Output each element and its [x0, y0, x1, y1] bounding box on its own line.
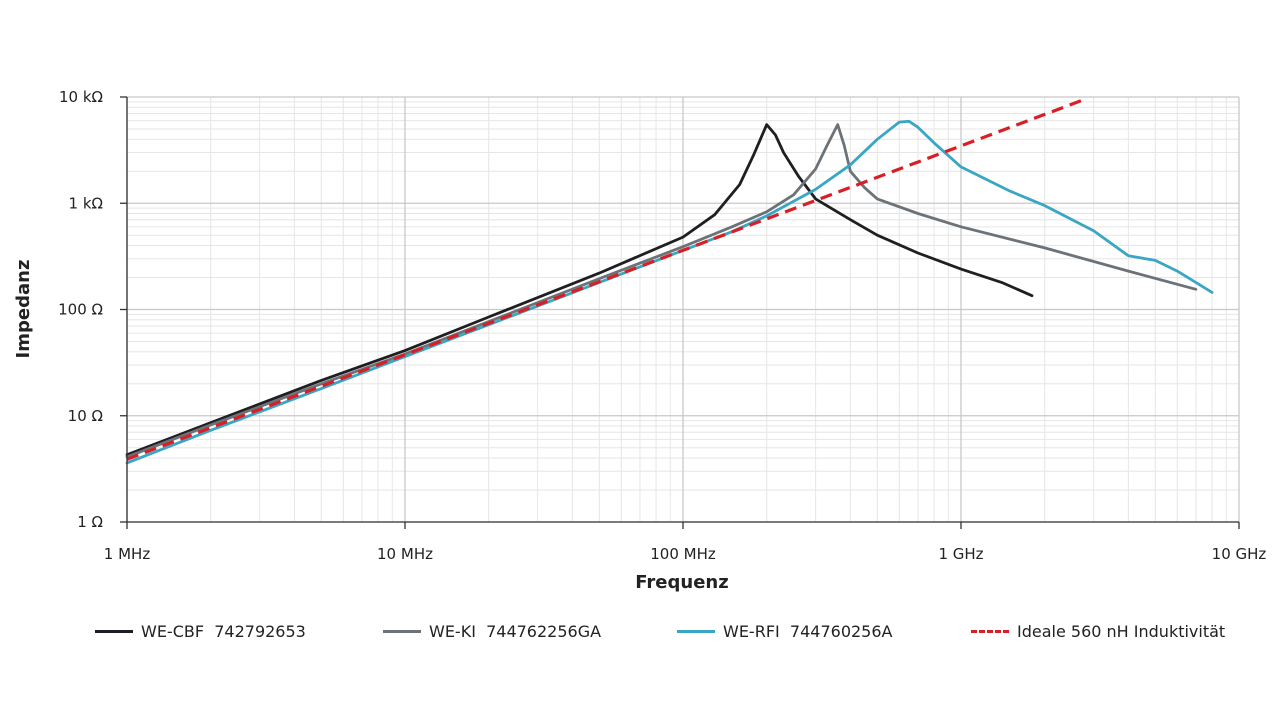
legend-item-3: WE-RFI 744760256A: [677, 618, 892, 644]
legend-swatch: [677, 629, 715, 633]
plot-series: [125, 99, 1214, 465]
legend-swatch: [383, 629, 421, 633]
y-tick-label: 1 Ω: [77, 513, 103, 531]
y-tick-label: 10 kΩ: [59, 88, 103, 106]
series-line-1: [125, 123, 1034, 457]
impedance-chart: 1 MHz 10 MHz 100 MHz 1 GHz 10 GHz 1 Ω 10 Ω 100…: [13, 88, 1267, 593]
legend-label: WE-RFI 744760256A: [723, 621, 893, 641]
series-line-3: [125, 119, 1214, 465]
legend-label: Ideale 560 nH Induktivität: [1017, 621, 1226, 641]
x-tick-label: 1 MHz: [104, 545, 151, 563]
axes: [120, 96, 1240, 529]
legend-item-4: Ideale 560 nH Induktivität: [971, 618, 1225, 644]
legend-label: WE-KI 744762256GA: [429, 621, 602, 641]
y-axis-title: Impedanz: [13, 260, 34, 359]
legend-item-1: WE-CBF 742792653: [95, 618, 306, 644]
legend-item-2: WE-KI 744762256GA: [383, 618, 601, 644]
x-tick-label: 1 GHz: [938, 545, 983, 563]
legend: WE-CBF 742792653 WE-KI 744762256GA WE-RFI …: [95, 618, 1255, 644]
y-tick-label: 10 Ω: [68, 407, 103, 425]
x-axis-title: Frequenz: [635, 572, 728, 593]
x-tick-labels: 1 MHz 10 MHz 100 MHz 1 GHz 10 GHz: [104, 545, 1267, 563]
legend-swatch: [95, 629, 133, 633]
legend-swatch: [971, 629, 1009, 633]
y-tick-labels: 1 Ω 10 Ω 100 Ω 1 kΩ 10 kΩ: [58, 88, 103, 531]
y-tick-label: 1 kΩ: [69, 194, 103, 212]
x-tick-label: 100 MHz: [650, 545, 716, 563]
series-line-2: [125, 123, 1198, 459]
x-tick-label: 10 MHz: [377, 545, 433, 563]
x-tick-label: 10 GHz: [1212, 545, 1267, 563]
legend-label: WE-CBF 742792653: [141, 621, 306, 641]
y-tick-label: 100 Ω: [58, 301, 103, 319]
